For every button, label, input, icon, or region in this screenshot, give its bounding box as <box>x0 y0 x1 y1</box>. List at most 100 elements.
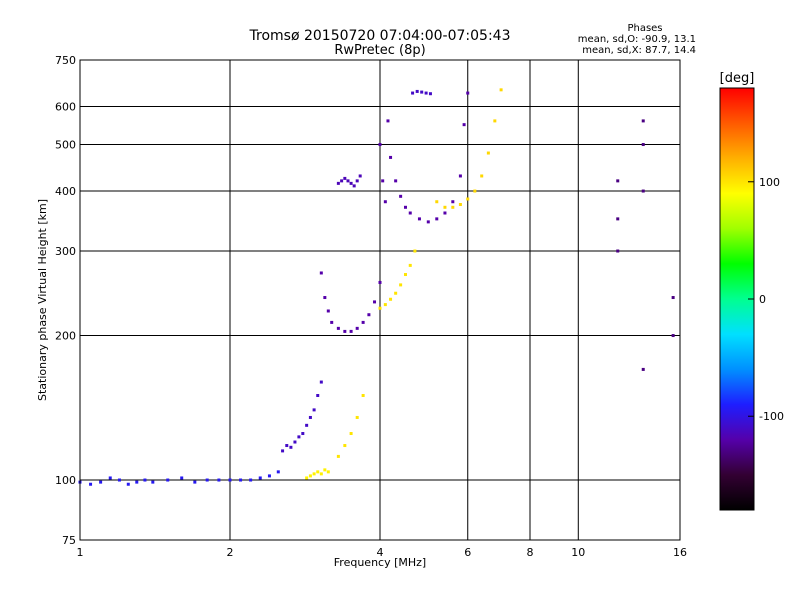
data-point <box>399 194 403 198</box>
data-point <box>435 217 439 221</box>
data-point <box>326 309 330 313</box>
data-point <box>312 408 316 412</box>
colorbar-tick-label: -100 <box>759 410 784 423</box>
data-point <box>443 211 447 215</box>
data-point <box>193 480 197 484</box>
data-point <box>383 303 387 307</box>
data-point <box>493 119 497 123</box>
data-point <box>378 143 382 147</box>
data-point <box>293 440 297 444</box>
data-point <box>316 470 320 474</box>
data-point <box>671 296 675 300</box>
data-point <box>435 200 439 204</box>
data-point <box>276 470 280 474</box>
data-point <box>499 88 503 92</box>
x-tick-label: 6 <box>464 546 471 559</box>
data-point <box>383 200 387 204</box>
stats-line-o: mean, sd,O: -90.9, 13.1 <box>578 34 696 45</box>
data-point <box>408 263 412 267</box>
data-point <box>367 313 371 317</box>
scatter-points <box>78 88 675 486</box>
data-point <box>355 179 359 183</box>
data-point <box>616 217 620 221</box>
data-point <box>355 415 359 419</box>
data-point <box>358 174 362 178</box>
data-point <box>616 249 620 253</box>
data-point <box>217 478 221 482</box>
data-point <box>361 320 365 324</box>
data-point <box>403 273 407 277</box>
data-point <box>330 320 334 324</box>
data-point <box>451 205 455 209</box>
colorbar: 100 0 -100 <box>719 87 784 511</box>
data-point <box>462 123 466 127</box>
data-point <box>301 432 305 436</box>
data-point <box>326 470 330 474</box>
data-point <box>239 478 243 482</box>
colorbar-tick-label: 100 <box>759 176 780 189</box>
data-point <box>343 329 347 333</box>
data-point <box>443 205 447 209</box>
data-point <box>323 296 327 300</box>
data-point <box>389 297 393 301</box>
data-point <box>408 211 412 215</box>
data-point <box>336 181 340 185</box>
data-point <box>319 380 323 384</box>
data-point <box>420 90 424 94</box>
x-tick-label: 10 <box>571 546 585 559</box>
data-point <box>135 480 139 484</box>
data-point <box>349 181 353 185</box>
data-point <box>641 189 645 193</box>
data-point <box>486 151 490 155</box>
data-point <box>349 432 353 436</box>
data-point <box>336 454 340 458</box>
data-point <box>349 329 353 333</box>
chart-subtitle: RwPretec (8p) <box>334 43 425 58</box>
stats-line-x: mean, sd,X: 87.7, 14.4 <box>582 45 696 56</box>
data-point <box>285 444 289 448</box>
data-point <box>312 472 316 476</box>
data-point <box>89 482 93 486</box>
x-tick-label: 1 <box>77 546 84 559</box>
data-point <box>616 179 620 183</box>
data-point <box>180 476 184 480</box>
data-point <box>143 478 147 482</box>
data-point <box>399 283 403 287</box>
data-point <box>389 155 393 159</box>
data-point <box>466 91 470 95</box>
colorbar-label: [deg] <box>720 71 755 86</box>
data-point <box>308 415 312 419</box>
colorbar-tick-label: 0 <box>759 293 766 306</box>
y-axis-label: Stationary phase Virtual Height [km] <box>36 199 49 401</box>
data-point <box>228 478 232 482</box>
data-point <box>378 280 382 284</box>
data-point <box>641 119 645 123</box>
data-point <box>336 326 340 330</box>
data-point <box>413 249 417 253</box>
data-point <box>289 445 293 449</box>
data-point <box>378 306 382 310</box>
data-point <box>458 174 462 178</box>
data-point <box>319 271 323 275</box>
x-tick-label: 4 <box>377 546 384 559</box>
y-tick-label: 200 <box>55 330 76 343</box>
data-point <box>323 468 327 472</box>
y-tick-label: 500 <box>55 139 76 152</box>
data-point <box>458 202 462 206</box>
data-point <box>343 444 347 448</box>
data-point <box>117 478 121 482</box>
y-tick-label: 100 <box>55 474 76 487</box>
data-point <box>305 423 309 427</box>
axes: 1 2 4 6 8 10 16 75 100 200 300 400 500 600 750 <box>55 54 687 559</box>
data-point <box>352 184 356 188</box>
data-point <box>641 143 645 147</box>
data-point <box>249 478 253 482</box>
data-point <box>381 179 385 183</box>
data-point <box>671 334 675 338</box>
data-point <box>361 394 365 398</box>
stats-heading: Phases <box>627 23 662 34</box>
data-point <box>205 478 209 482</box>
data-point <box>428 92 432 96</box>
data-point <box>403 205 407 209</box>
